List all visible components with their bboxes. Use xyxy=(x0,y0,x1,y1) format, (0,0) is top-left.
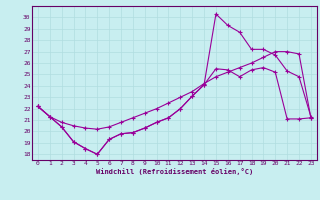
X-axis label: Windchill (Refroidissement éolien,°C): Windchill (Refroidissement éolien,°C) xyxy=(96,168,253,175)
